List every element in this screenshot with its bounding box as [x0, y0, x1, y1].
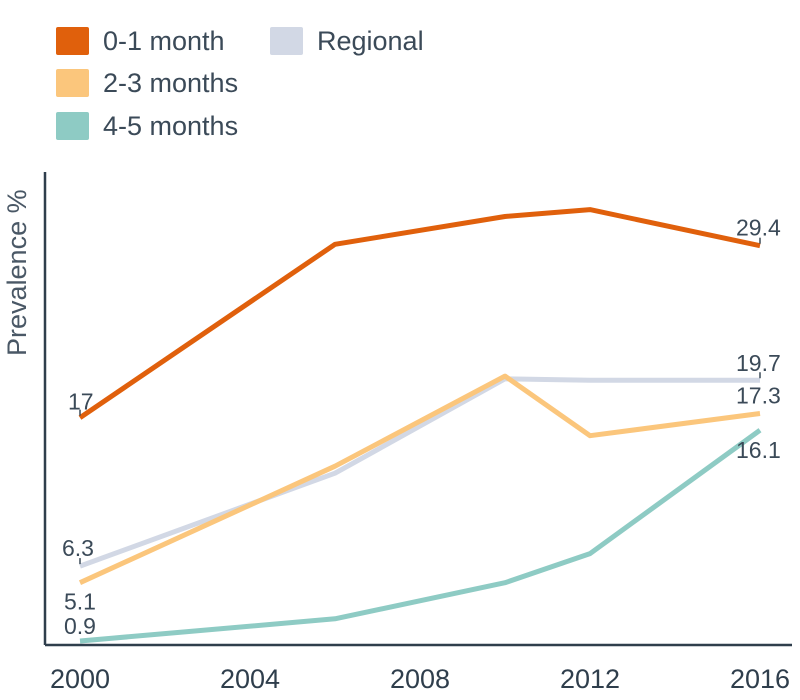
data-label: 17	[68, 389, 94, 415]
data-label: 17.3	[736, 383, 781, 409]
x-tick-label: 2004	[220, 664, 280, 694]
x-tick-label: 2000	[50, 664, 110, 694]
data-label: 0.9	[64, 613, 96, 639]
data-label: 5.1	[64, 589, 96, 615]
legend-label: 4-5 months	[103, 110, 239, 141]
x-tick-label: 2012	[560, 664, 620, 694]
legend-label: 0-1 month	[103, 25, 225, 56]
data-label: 16.1	[736, 437, 781, 463]
data-label: 19.7	[736, 350, 781, 376]
legend-item-0-1-month: 0-1 month	[56, 26, 225, 56]
series-line-0-1-month	[78, 207, 761, 420]
legend-swatch	[56, 112, 89, 140]
x-tick-label: 2016	[730, 664, 790, 694]
legend-swatch	[56, 69, 89, 97]
legend-label: Regional	[317, 25, 424, 56]
legend-item-4-5-months: 4-5 months	[56, 111, 238, 141]
legend-swatch	[56, 27, 89, 55]
legend-item-2-3-months: 2-3 months	[56, 68, 238, 98]
data-label: 6.3	[62, 535, 94, 561]
legend-swatch	[270, 27, 303, 55]
series-line-4-5-months	[79, 428, 762, 644]
legend-label: 2-3 months	[103, 67, 239, 98]
legend-item-regional: Regional	[270, 26, 424, 56]
x-tick-label: 2008	[390, 664, 450, 694]
data-label: 29.4	[736, 215, 781, 241]
series-line-2-3-months	[78, 373, 761, 585]
